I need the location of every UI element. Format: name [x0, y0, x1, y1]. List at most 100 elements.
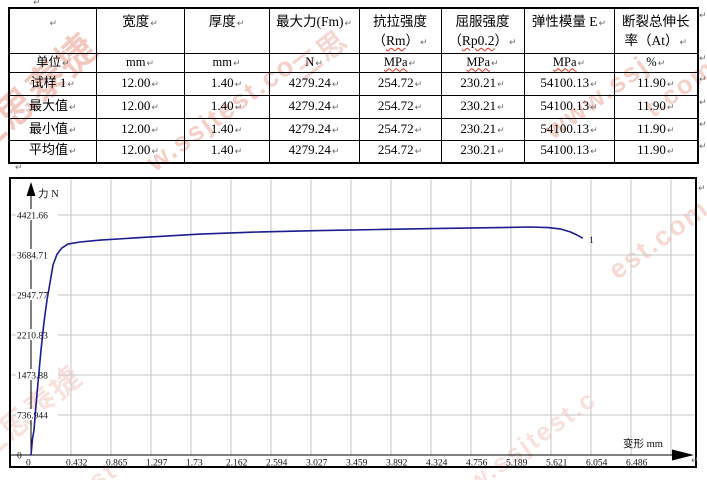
- value-cell: 230.21↵: [440, 72, 525, 96]
- force-axis-title: 力 N: [38, 187, 59, 200]
- tick-label-bg: [16, 289, 58, 300]
- column-header-line1: 抗拉强度: [373, 14, 427, 29]
- chart-border: [9, 177, 697, 468]
- value-text: 1.40: [210, 98, 234, 113]
- return-mark-icon: ↵: [331, 125, 340, 136]
- unit-text: MPa: [466, 54, 491, 69]
- return-mark-icon: ↵: [236, 19, 245, 29]
- unit-text: mm: [126, 54, 146, 69]
- value-text: 12.00: [121, 120, 151, 136]
- unit-text: N: [305, 54, 315, 69]
- x-tick-label: 1.297: [146, 459, 168, 469]
- value-cell: 254.72↵: [358, 95, 442, 119]
- return-mark-icon: ↵: [68, 125, 77, 136]
- return-mark-icon: ↵: [699, 98, 707, 108]
- value-text: 4279.24: [288, 120, 331, 136]
- x-tick-label: 4.756: [466, 459, 488, 469]
- return-mark-icon: ↵: [590, 80, 598, 90]
- unit-cell: %↵: [613, 53, 699, 73]
- return-mark-icon: ↵: [679, 38, 688, 48]
- return-mark-icon: ↵: [698, 184, 706, 194]
- value-cell: 230.21↵: [440, 140, 525, 163]
- value-text: 12.00: [121, 98, 151, 113]
- value-cell: 254.72↵: [358, 72, 442, 96]
- unit-text: mm: [212, 54, 232, 69]
- return-mark-icon: ↵: [151, 125, 159, 136]
- column-header-line2: （: [372, 33, 386, 48]
- value-cell: 54100.13↵: [523, 140, 615, 163]
- value-text: 230.21: [460, 120, 497, 136]
- column-header-line1: 厚度: [208, 14, 236, 29]
- column-header: 断裂总伸长率（At）↵: [613, 7, 699, 54]
- x-tick-label: 0.432: [66, 459, 88, 469]
- column-header-line2: 率（: [624, 33, 652, 48]
- row-label-text: 试样 1: [30, 75, 67, 90]
- return-mark-icon: ↵: [234, 125, 243, 136]
- x-tick-label: 2.162: [226, 459, 248, 469]
- column-header-line1: 弹性模量 E: [531, 14, 598, 29]
- value-text: 11.90: [637, 142, 666, 158]
- column-header-symbol: At: [651, 33, 665, 48]
- return-mark-icon: ↵: [232, 58, 241, 69]
- unit-cell: mm↵: [183, 53, 270, 73]
- return-mark-icon: ↵: [590, 103, 598, 113]
- value-text: 254.72: [377, 142, 414, 158]
- return-mark-icon: ↵: [408, 58, 417, 69]
- return-mark-icon: ↵: [691, 456, 699, 466]
- value-cell: 1.40↵: [183, 95, 270, 119]
- column-header-line2-close: ）: [664, 33, 679, 48]
- return-mark-icon: ↵: [497, 103, 505, 113]
- value-text: 1.40: [210, 75, 234, 90]
- column-header-symbol: Rm: [385, 33, 406, 48]
- tick-label-bg: [16, 209, 58, 220]
- tick-label-bg: [16, 329, 58, 340]
- unit-text: MPa: [383, 54, 408, 69]
- value-cell: 4279.24↵: [268, 140, 360, 163]
- value-text: 230.21: [460, 75, 497, 90]
- x-tick-label: 4.324: [426, 459, 448, 469]
- column-header: 最大力(Fm)↵: [268, 7, 360, 54]
- x-tick-label: 3.459: [346, 459, 368, 469]
- value-cell: 12.00↵: [95, 95, 185, 119]
- deformation-axis-title: 变形 mm: [623, 437, 663, 450]
- value-cell: 11.90↵: [613, 118, 699, 141]
- column-header-line1: 断裂总伸长: [622, 14, 690, 29]
- value-text: 230.21: [460, 142, 497, 158]
- return-mark-icon: ↵: [497, 147, 505, 158]
- return-mark-icon: ↵: [150, 19, 158, 29]
- value-text: 4279.24: [288, 75, 331, 90]
- return-mark-icon: ↵: [331, 103, 340, 113]
- return-mark-icon: ↵: [598, 19, 607, 29]
- return-mark-icon: ↵: [414, 80, 423, 90]
- return-mark-icon: ↵: [234, 147, 243, 158]
- return-mark-icon: ↵: [666, 147, 675, 158]
- value-text: 254.72: [377, 120, 414, 136]
- value-text: 4279.24: [288, 98, 331, 113]
- return-mark-icon: ↵: [331, 147, 340, 158]
- unit-text: %: [646, 54, 657, 69]
- return-mark-icon: ↵: [151, 80, 159, 90]
- row-label-text: 最小值: [28, 120, 68, 136]
- x-tick-label: 5.189: [506, 459, 528, 469]
- return-mark-icon: ↵: [151, 103, 159, 113]
- row-label-text: 单位: [35, 54, 61, 69]
- column-header: 宽度↵: [95, 7, 185, 54]
- return-mark-icon: ↵: [590, 147, 598, 158]
- column-header-line2: （: [448, 33, 462, 48]
- x-axis-arrow-icon: [672, 449, 694, 461]
- return-mark-icon: ↵: [414, 125, 423, 136]
- return-mark-icon: ↵: [151, 147, 159, 158]
- return-mark-icon: ↵: [657, 58, 666, 69]
- x-tick-label: 0.865: [106, 459, 128, 469]
- row-label-text: 最大值: [28, 98, 68, 113]
- y-tick-label: 3684.71: [17, 252, 48, 262]
- return-mark-icon: ↵: [497, 80, 505, 90]
- column-header: 弹性模量 E↵: [523, 7, 615, 54]
- column-header-line2-close: ）: [494, 33, 509, 48]
- column-header: 抗拉强度 （Rm）↵: [358, 7, 442, 54]
- value-text: 12.00: [121, 142, 151, 158]
- value-text: 11.90: [637, 75, 666, 90]
- return-mark-icon: ↵: [497, 125, 505, 136]
